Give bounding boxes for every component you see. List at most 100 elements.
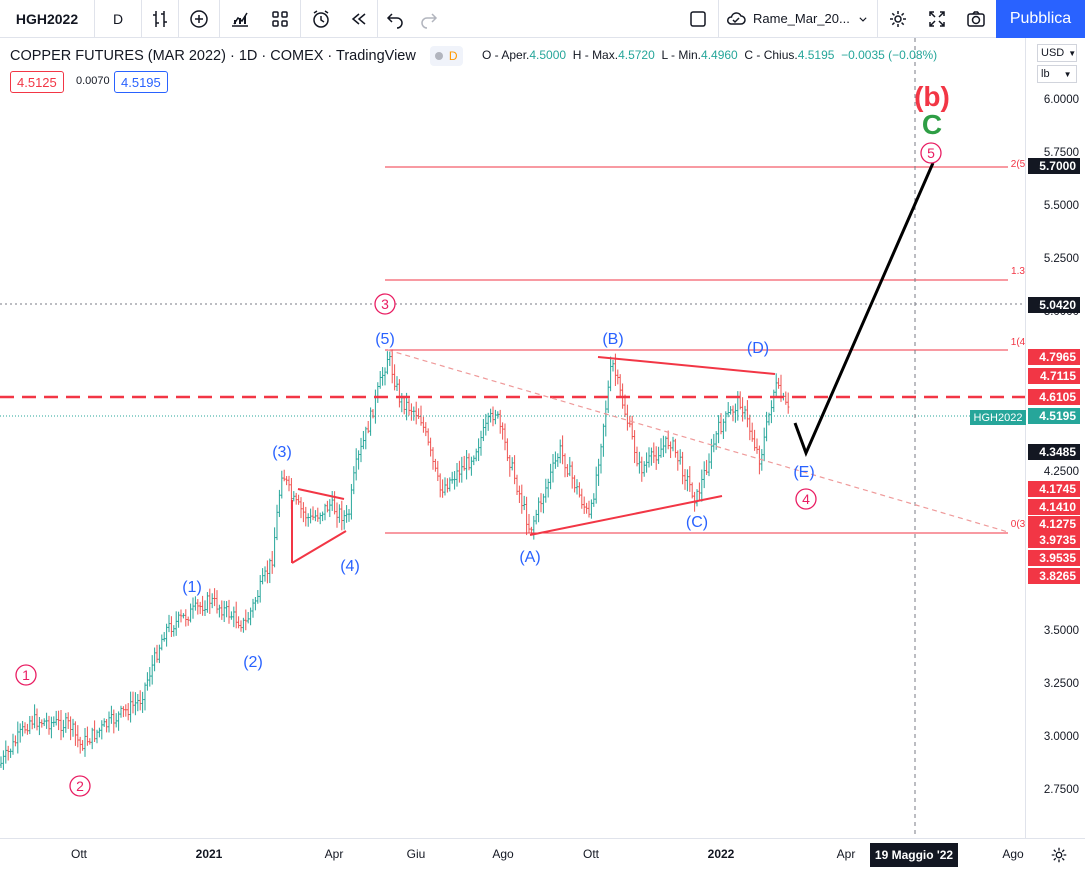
high-label: H - Max. xyxy=(572,48,619,62)
fib-label: 1(4 xyxy=(1011,337,1025,348)
circled-wave-label: 4 xyxy=(802,491,810,507)
templates-button[interactable] xyxy=(260,0,300,38)
chart-canvas[interactable]: 2(5 1.3 1(4 0(3 1 2 3 4 5 (1) (2) (3) (4) (5) (A) (B) (C… xyxy=(0,38,1025,838)
time-tick: 2021 xyxy=(195,847,223,861)
divider xyxy=(94,0,95,38)
chevron-down-icon: ▼ xyxy=(1068,48,1077,58)
layout-name: Rame_Mar_20... xyxy=(753,11,850,26)
time-tick: Ago xyxy=(1002,847,1024,861)
spread-value: 0.0070 xyxy=(76,75,110,87)
price-tick: 3.2500 xyxy=(1043,678,1079,691)
wave-label: (1) xyxy=(182,579,202,596)
layout-menu-button[interactable]: Rame_Mar_20... xyxy=(719,0,877,38)
fullscreen-button[interactable] xyxy=(918,0,956,38)
currency-label: USD xyxy=(1041,47,1065,59)
price-axis-label: 4.5195 xyxy=(1028,408,1080,424)
close-value: 4.5195 xyxy=(797,48,835,62)
gear-icon xyxy=(1051,847,1067,863)
wave-label: (C) xyxy=(686,514,708,531)
grid-icon xyxy=(272,10,288,27)
replay-button[interactable] xyxy=(341,0,377,38)
indicators-button[interactable] xyxy=(220,0,260,38)
publish-label: Pubblica xyxy=(1009,10,1072,27)
bar-style-button[interactable] xyxy=(142,0,178,38)
delayed-flag-label: D xyxy=(448,49,458,63)
price-tick: 3.5000 xyxy=(1043,625,1079,637)
chevron-down-icon: ▼ xyxy=(1063,69,1072,79)
small-triangle-upper xyxy=(297,488,345,500)
symbol-search-button[interactable]: HGH2022 xyxy=(0,0,94,38)
price-axis-label: 4.7115 xyxy=(1028,368,1080,384)
circled-wave-label: 2 xyxy=(76,778,84,794)
series-title: COPPER FUTURES (MAR 2022) · 1D · COMEX ·… xyxy=(10,48,416,64)
wave-label: (2) xyxy=(243,654,263,671)
high-value: 4.5720 xyxy=(618,48,655,62)
rewind-icon xyxy=(351,12,366,25)
redo-icon xyxy=(421,12,438,29)
fib-label: 1.3 xyxy=(1011,266,1025,277)
divider xyxy=(178,0,179,38)
close-label: C - Chius. xyxy=(744,48,798,62)
price-tick: 5.5000 xyxy=(1043,200,1079,213)
time-tick: Apr xyxy=(324,847,344,861)
sell-price-box[interactable]: 4.5125 xyxy=(10,71,64,93)
settings-button[interactable] xyxy=(878,0,918,38)
alert-button[interactable] xyxy=(301,0,341,38)
cloud-icon xyxy=(727,11,746,25)
divider xyxy=(300,0,301,38)
price-axis-label: 4.6105 xyxy=(1028,389,1080,405)
publish-button[interactable]: Pubblica xyxy=(996,0,1085,38)
indicators-icon xyxy=(232,12,248,27)
price-axis-label: 5.7000 xyxy=(1028,158,1080,174)
redo-button[interactable] xyxy=(412,0,446,38)
circled-wave-label: 5 xyxy=(927,145,935,161)
symbol-tag: HGH2022 xyxy=(970,410,1026,425)
fib-label: 0(3 xyxy=(1011,519,1025,530)
circled-wave-label: 1 xyxy=(22,667,30,683)
divider xyxy=(141,0,142,38)
open-value: 4.5000 xyxy=(529,48,567,62)
gear-icon xyxy=(890,10,906,27)
snapshot-button[interactable] xyxy=(956,0,996,38)
bid-value: 4.5125 xyxy=(17,74,57,90)
fullscreen-toggle-button[interactable] xyxy=(678,0,718,38)
buy-price-box[interactable]: 4.5195 xyxy=(114,71,168,93)
price-axis-label: 4.3485 xyxy=(1028,444,1080,460)
undo-button[interactable] xyxy=(378,0,412,38)
wave-label: (5) xyxy=(375,331,395,348)
interval-button[interactable]: D xyxy=(95,0,141,38)
divider xyxy=(377,0,378,38)
wave-label: (4) xyxy=(340,558,360,575)
small-triangle-lower xyxy=(291,530,347,564)
ohlc-values: O - Aper.4.5000 H - Max.4.5720 L - Min.4… xyxy=(482,48,937,62)
wave-circle-icon xyxy=(795,488,817,510)
triangle-lower-line xyxy=(529,495,723,536)
price-tick: 5.2500 xyxy=(1043,253,1079,266)
currency-select[interactable]: USD ▼ xyxy=(1037,44,1077,62)
chart-settings-button[interactable] xyxy=(1049,845,1069,870)
open-label: O - Aper. xyxy=(482,48,530,62)
unit-select[interactable]: lb ▼ xyxy=(1037,65,1077,83)
price-tick: 2.7500 xyxy=(1043,784,1079,797)
camera-icon xyxy=(967,10,985,27)
price-axis-label: 4.7965 xyxy=(1028,349,1080,365)
price-axis-label: 3.9535 xyxy=(1028,550,1080,566)
time-tick: 2022 xyxy=(707,847,735,861)
compare-button[interactable] xyxy=(179,0,219,38)
time-axis[interactable]: 19 Maggio '22 Ott 2021 Apr Giu Ago Ott 2022 Apr… xyxy=(0,838,1085,871)
cursor-date-label: 19 Maggio '22 xyxy=(870,843,958,867)
low-value: 4.4960 xyxy=(701,48,738,62)
delayed-flag: D xyxy=(429,46,463,66)
wave-label: (D) xyxy=(747,340,769,357)
price-axis-label: 4.1745 xyxy=(1028,481,1080,497)
wave-label: (B) xyxy=(602,331,623,348)
wave-label-big-b: (b) xyxy=(914,81,950,112)
alarm-clock-icon xyxy=(313,9,329,28)
symbol-name: HGH2022 xyxy=(15,10,79,27)
fib-label: 2(5 xyxy=(1011,159,1025,170)
price-axis-label: 3.9735 xyxy=(1028,532,1080,548)
low-label: L - Min. xyxy=(661,48,702,62)
wave-circle-icon xyxy=(920,142,942,164)
add-circle-icon xyxy=(190,9,208,28)
top-toolbar: HGH2022 D Rame_Mar_20... xyxy=(0,0,1085,38)
